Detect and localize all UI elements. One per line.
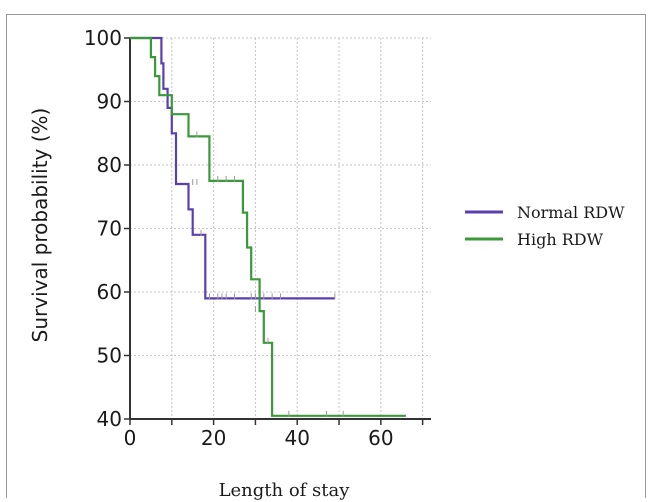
y-tick-label-50: 50: [97, 344, 122, 368]
x-tick-label-20: 20: [201, 426, 226, 450]
series-line-normal-rdw: [130, 36, 335, 300]
y-tick-label-80: 80: [97, 153, 122, 177]
x-tick-label-0: 0: [124, 426, 137, 450]
legend-label-normal-rdw: Normal RDW: [517, 203, 625, 222]
x-tick-label-60: 60: [368, 426, 393, 450]
y-tick-label-40: 40: [97, 407, 122, 431]
y-tick-label-70: 70: [97, 217, 122, 241]
y-tick-label-60: 60: [97, 280, 122, 304]
series-layer: [130, 36, 406, 417]
y-tick-label-90: 90: [97, 90, 122, 114]
axes: 40 50 60 70 80 90 100 0 20 40 60: [84, 26, 431, 450]
y-tick-label-100: 100: [84, 26, 122, 50]
chart-frame: [6, 14, 646, 498]
grid: [130, 37, 431, 419]
legend: Normal RDW High RDW: [465, 203, 625, 249]
y-axis-title: Survival probability (%): [28, 108, 52, 343]
legend-label-high-rdw: High RDW: [517, 230, 604, 249]
x-tick-label-40: 40: [284, 426, 309, 450]
x-axis-title: Length of stay: [219, 480, 351, 501]
